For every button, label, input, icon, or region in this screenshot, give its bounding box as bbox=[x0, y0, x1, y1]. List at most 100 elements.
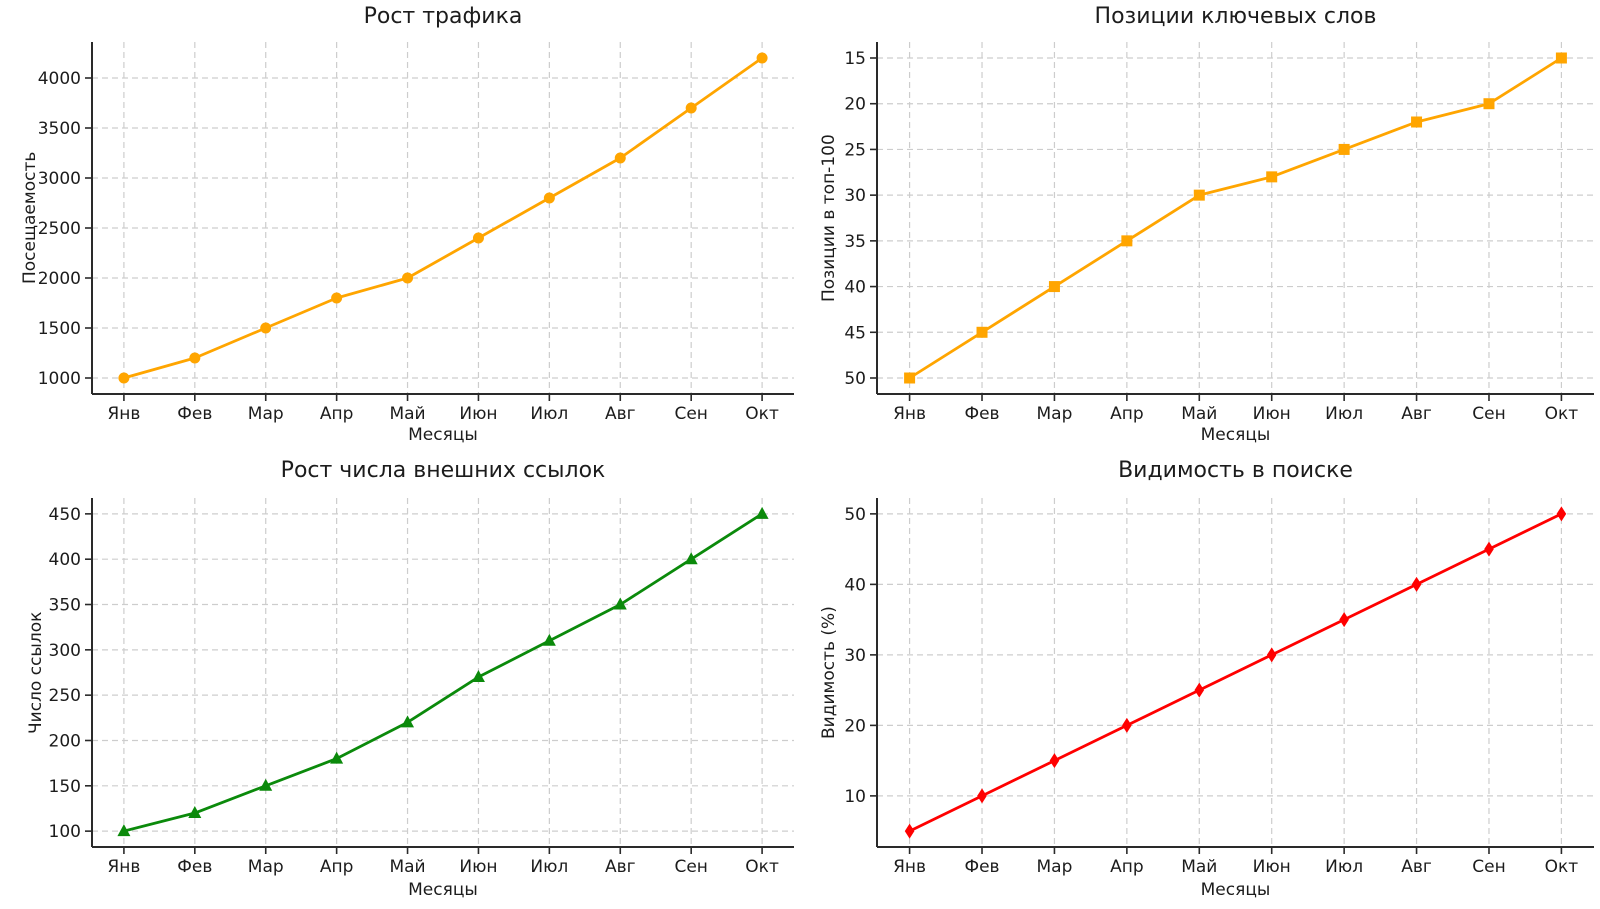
backlinks-growth-plot: 100 150 200 250 300 350 400 450 Янв Фев Мар Апр Май И… bbox=[49, 498, 794, 877]
data-point bbox=[543, 192, 555, 204]
x-tick-label: Май bbox=[389, 857, 425, 877]
y-tick-label: 250 bbox=[49, 686, 81, 706]
x-tick-label: Авг bbox=[1401, 857, 1432, 877]
data-point bbox=[685, 102, 697, 114]
data-point bbox=[1339, 612, 1349, 628]
x-tick-label: Мар bbox=[248, 857, 284, 877]
data-point bbox=[401, 715, 415, 728]
x-tick-label: Мар bbox=[1036, 857, 1072, 877]
y-tick-label: 50 bbox=[844, 505, 866, 525]
data-point bbox=[259, 778, 273, 791]
chart-title-backlinks-growth: Рост числа внешних ссылок bbox=[280, 458, 606, 483]
x-tick-label: Апр bbox=[1110, 404, 1144, 424]
x-tick-label: Июл bbox=[530, 857, 568, 877]
data-point bbox=[976, 326, 988, 338]
data-point bbox=[402, 272, 414, 284]
x-tick-label: Янв bbox=[893, 404, 926, 424]
y-axis: 10 20 30 40 50 bbox=[844, 505, 877, 807]
x-tick-label: Фев bbox=[964, 857, 999, 877]
axes-spines bbox=[876, 498, 1594, 848]
x-tick-label: Сен bbox=[1472, 404, 1505, 424]
x-tick-label: Июл bbox=[530, 404, 568, 424]
x-tick-label: Сен bbox=[674, 857, 707, 877]
data-point bbox=[330, 751, 344, 764]
x-tick-label: Янв bbox=[893, 857, 926, 877]
data-point bbox=[1048, 281, 1060, 293]
y-axis: 1000 1500 2000 2500 3000 3500 4000 bbox=[38, 69, 92, 389]
data-point bbox=[117, 824, 131, 837]
data-point bbox=[542, 633, 556, 646]
x-tick-label: Фев bbox=[177, 857, 212, 877]
series-line bbox=[122, 512, 764, 833]
y-tick-label: 200 bbox=[49, 731, 81, 751]
y-tick-label: 30 bbox=[844, 186, 866, 206]
y-tick-label: 2000 bbox=[38, 269, 81, 289]
data-point bbox=[260, 322, 272, 334]
data-point bbox=[977, 788, 987, 804]
x-tick-label: Фев bbox=[177, 404, 212, 424]
data-point bbox=[614, 152, 626, 164]
axes-spines bbox=[91, 498, 794, 848]
y-tick-label: 30 bbox=[844, 646, 866, 666]
data-point bbox=[1193, 189, 1205, 201]
traffic-growth-plot: 1000 1500 2000 2500 3000 3500 4000 Янв Фев Мар Апр… bbox=[38, 42, 794, 424]
y-tick-label: 3000 bbox=[38, 169, 81, 189]
x-tick-label: Июл bbox=[1325, 857, 1363, 877]
x-tick-label: Мар bbox=[248, 404, 284, 424]
x-tick-label: Авг bbox=[605, 857, 636, 877]
data-point bbox=[1266, 171, 1278, 183]
y-tick-label: 1500 bbox=[38, 319, 81, 339]
chart-panel-keyword-positions: Позиции ключевых слов Позиции в топ-100 … bbox=[800, 0, 1600, 454]
x-tick-label: Авг bbox=[605, 404, 636, 424]
x-axis: Янв Фев Мар Апр Май Июн Июл Авг Сен Окт bbox=[893, 394, 1578, 424]
x-tick-label: Май bbox=[389, 404, 425, 424]
y-tick-label: 40 bbox=[844, 575, 866, 595]
series-line bbox=[908, 56, 1563, 380]
series-line bbox=[908, 512, 1563, 833]
y-axis: 15 20 25 30 35 40 45 50 bbox=[844, 49, 877, 389]
x-axis: Янв Фев Мар Апр Май Июн Июл Авг Сен Окт bbox=[107, 394, 779, 424]
x-axis-title-keyword-positions: Месяцы bbox=[1200, 425, 1271, 445]
y-tick-label: 300 bbox=[49, 641, 81, 661]
y-tick-label: 15 bbox=[844, 49, 866, 69]
data-point bbox=[684, 552, 698, 565]
data-point bbox=[1049, 753, 1060, 769]
data-point bbox=[331, 292, 343, 304]
data-point bbox=[755, 506, 769, 519]
data-point bbox=[1555, 52, 1567, 64]
x-tick-label: Май bbox=[1181, 857, 1217, 877]
data-points bbox=[904, 506, 1567, 839]
x-tick-label: Янв bbox=[107, 404, 140, 424]
y-tick-label: 20 bbox=[844, 95, 866, 115]
x-tick-label: Окт bbox=[745, 404, 779, 424]
y-tick-label: 25 bbox=[844, 140, 866, 160]
x-tick-label: Апр bbox=[1110, 857, 1144, 877]
chart-panel-backlinks-growth: Рост числа внешних ссылок Число ссылок 1… bbox=[0, 454, 800, 909]
keyword-positions-plot: 15 20 25 30 35 40 45 50 Янв Фев Мар Апр Май Июн Июл Авг… bbox=[844, 42, 1594, 424]
x-tick-label: Июл bbox=[1325, 404, 1363, 424]
chart-title-traffic-growth: Рост трафика bbox=[363, 4, 523, 29]
data-point bbox=[1484, 541, 1494, 557]
x-tick-label: Июн bbox=[1253, 857, 1291, 877]
y-axis: 100 150 200 250 300 350 400 450 bbox=[49, 505, 92, 842]
x-axis-title-traffic-growth: Месяцы bbox=[408, 425, 478, 445]
y-tick-label: 50 bbox=[844, 369, 866, 389]
data-point bbox=[1338, 143, 1350, 155]
x-tick-label: Мар bbox=[1036, 404, 1072, 424]
x-axis-title-backlinks-growth: Месяцы bbox=[408, 880, 478, 900]
data-point bbox=[1556, 506, 1567, 522]
data-point bbox=[1483, 98, 1495, 110]
x-tick-label: Сен bbox=[1472, 857, 1505, 877]
y-tick-label: 350 bbox=[49, 596, 81, 616]
y-tick-label: 20 bbox=[844, 716, 866, 736]
x-tick-label: Май bbox=[1181, 404, 1217, 424]
data-point bbox=[1121, 235, 1133, 247]
x-tick-label: Авг bbox=[1401, 404, 1432, 424]
gridlines bbox=[877, 42, 1594, 394]
data-point bbox=[756, 52, 768, 64]
x-axis: Янв Фев Мар Апр Май Июн Июл Авг Сен Окт bbox=[107, 847, 779, 877]
data-point bbox=[1411, 116, 1423, 128]
x-tick-label: Апр bbox=[320, 404, 354, 424]
y-tick-label: 4000 bbox=[38, 69, 81, 89]
